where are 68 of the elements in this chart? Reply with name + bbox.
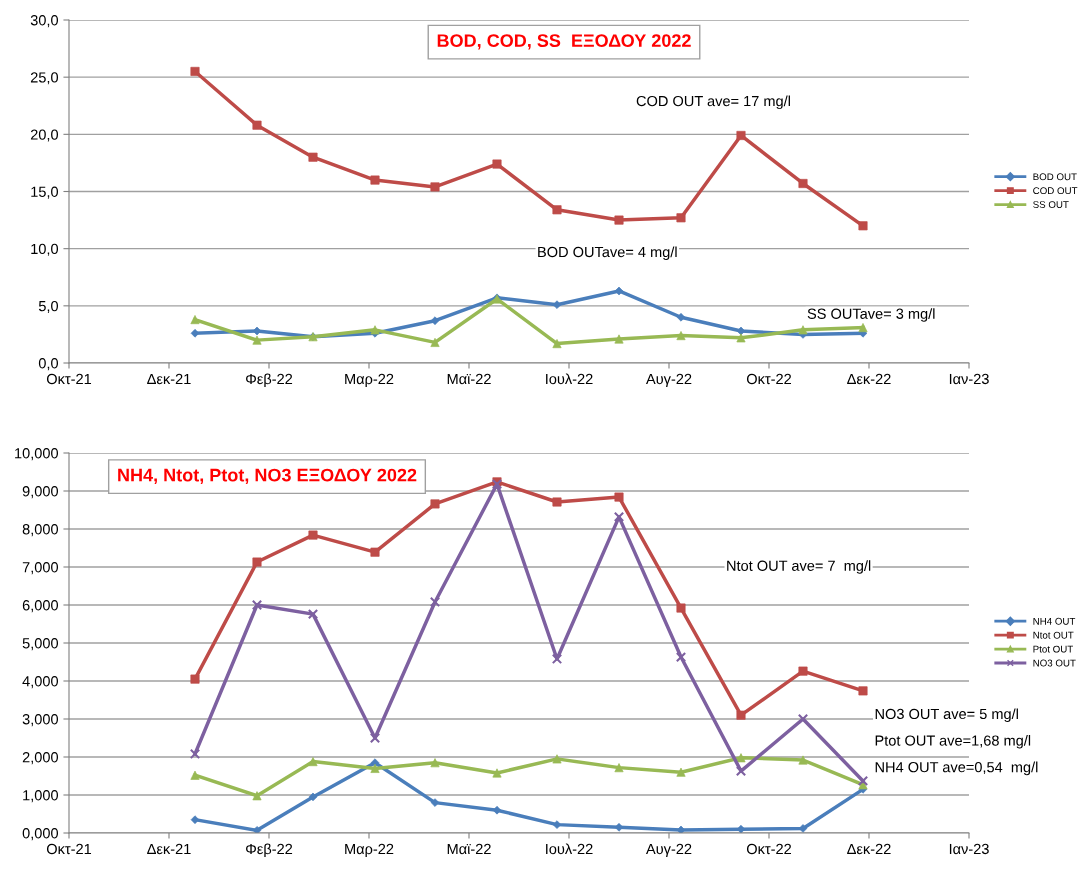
point	[675, 651, 687, 663]
x-tick-label: Οκτ-22	[746, 843, 792, 855]
y-tick-label: 8,000	[22, 524, 59, 537]
x-tick-label: Μαϊ-22	[447, 843, 491, 855]
x-tick-label: Φεβ-22	[246, 373, 293, 388]
x-tick-label: Οκτ-22	[746, 373, 792, 385]
y-tick-label: 5,0	[38, 300, 59, 313]
x-tick-label: Αυγ-22	[645, 843, 692, 857]
y-tick-label: 3,000	[22, 714, 59, 727]
x-tick-label: Μαρ-22	[345, 843, 394, 858]
y-tick-label: 4,000	[22, 676, 59, 689]
x-tick-label: Οκτ-21	[46, 843, 92, 855]
point	[251, 599, 263, 611]
point	[613, 511, 625, 523]
y-tick-label: 9,000	[22, 486, 59, 499]
text: BOD, COD, SS ΕΞΟΔΟΥ 2022	[437, 34, 691, 50]
annotation: NO3 OUT ave= 5 mg/l	[875, 708, 1018, 722]
x-tick-label: Δεκ-22	[847, 373, 891, 385]
point	[307, 608, 319, 620]
y-tick-label: 1,000	[23, 790, 59, 803]
annotation: Ntot OUT ave= 7 mg/l	[727, 560, 871, 574]
legend-label: NH4 OUT	[1033, 617, 1076, 625]
y-tick-label: 25,0	[30, 72, 59, 85]
legend-label: Ptot OUT	[1033, 645, 1073, 653]
x-tick-label: Δεκ-21	[147, 843, 191, 855]
y-tick-label: 10,000	[15, 448, 59, 461]
legend-label: COD OUT	[1033, 187, 1078, 195]
y-tick-label: 20,0	[30, 129, 59, 142]
point	[552, 339, 562, 349]
legend-label: Ntot OUT	[1033, 631, 1074, 639]
legend-label: NO3 OUT	[1033, 659, 1076, 667]
x-tick-label: Δεκ-21	[147, 373, 191, 385]
x-tick-label: Φεβ-22	[246, 843, 293, 858]
legend-label: BOD OUT	[1033, 173, 1077, 181]
annotation: NH4 OUT ave=0,54 mg/l	[875, 761, 1038, 776]
legend-label: SS OUT	[1033, 201, 1069, 209]
x-tick-label: Μαϊ-22	[447, 373, 491, 385]
x-tick-label: Ιαν-23	[949, 373, 989, 385]
y-tick-label: 0,0	[38, 358, 59, 371]
point	[551, 653, 563, 665]
x-tick-label: Ιουλ-22	[546, 843, 593, 855]
point	[857, 775, 869, 787]
x-tick-label: Ιαν-23	[949, 843, 989, 855]
point	[735, 765, 747, 777]
point	[189, 748, 201, 760]
y-tick-label: 30,0	[30, 15, 59, 28]
point	[370, 763, 380, 773]
x-tick-label: Δεκ-22	[847, 843, 891, 855]
x-tick-label: Μαρ-22	[345, 373, 394, 388]
point	[676, 331, 686, 341]
annotation: COD OUT ave= 17 mg/l	[636, 95, 790, 110]
annotation: SS OUTave= 3 mg/l	[807, 308, 935, 322]
x-tick-label: Ιουλ-22	[546, 373, 593, 385]
x-tick-label: Αυγ-22	[645, 373, 692, 387]
point	[429, 596, 441, 608]
point	[797, 713, 809, 725]
point	[369, 732, 381, 744]
annotation: Ptot OUT ave=1,68 mg/l	[875, 735, 1031, 749]
y-tick-label: 2,000	[22, 752, 59, 765]
text: NH4, Ntot, Ptot, NO3 ΕΞΟΔΟΥ 2022	[118, 468, 417, 485]
y-tick-label: 6,000	[22, 600, 59, 613]
y-tick-label: 0,000	[22, 828, 59, 841]
annotation: BOD OUTave= 4 mg/l	[538, 246, 677, 261]
y-tick-label: 15,0	[31, 186, 59, 199]
y-tick-label: 10,0	[31, 243, 59, 256]
y-tick-label: 7,000	[22, 562, 59, 575]
y-tick-label: 5,000	[22, 638, 59, 651]
x-tick-label: Οκτ-21	[46, 373, 92, 385]
